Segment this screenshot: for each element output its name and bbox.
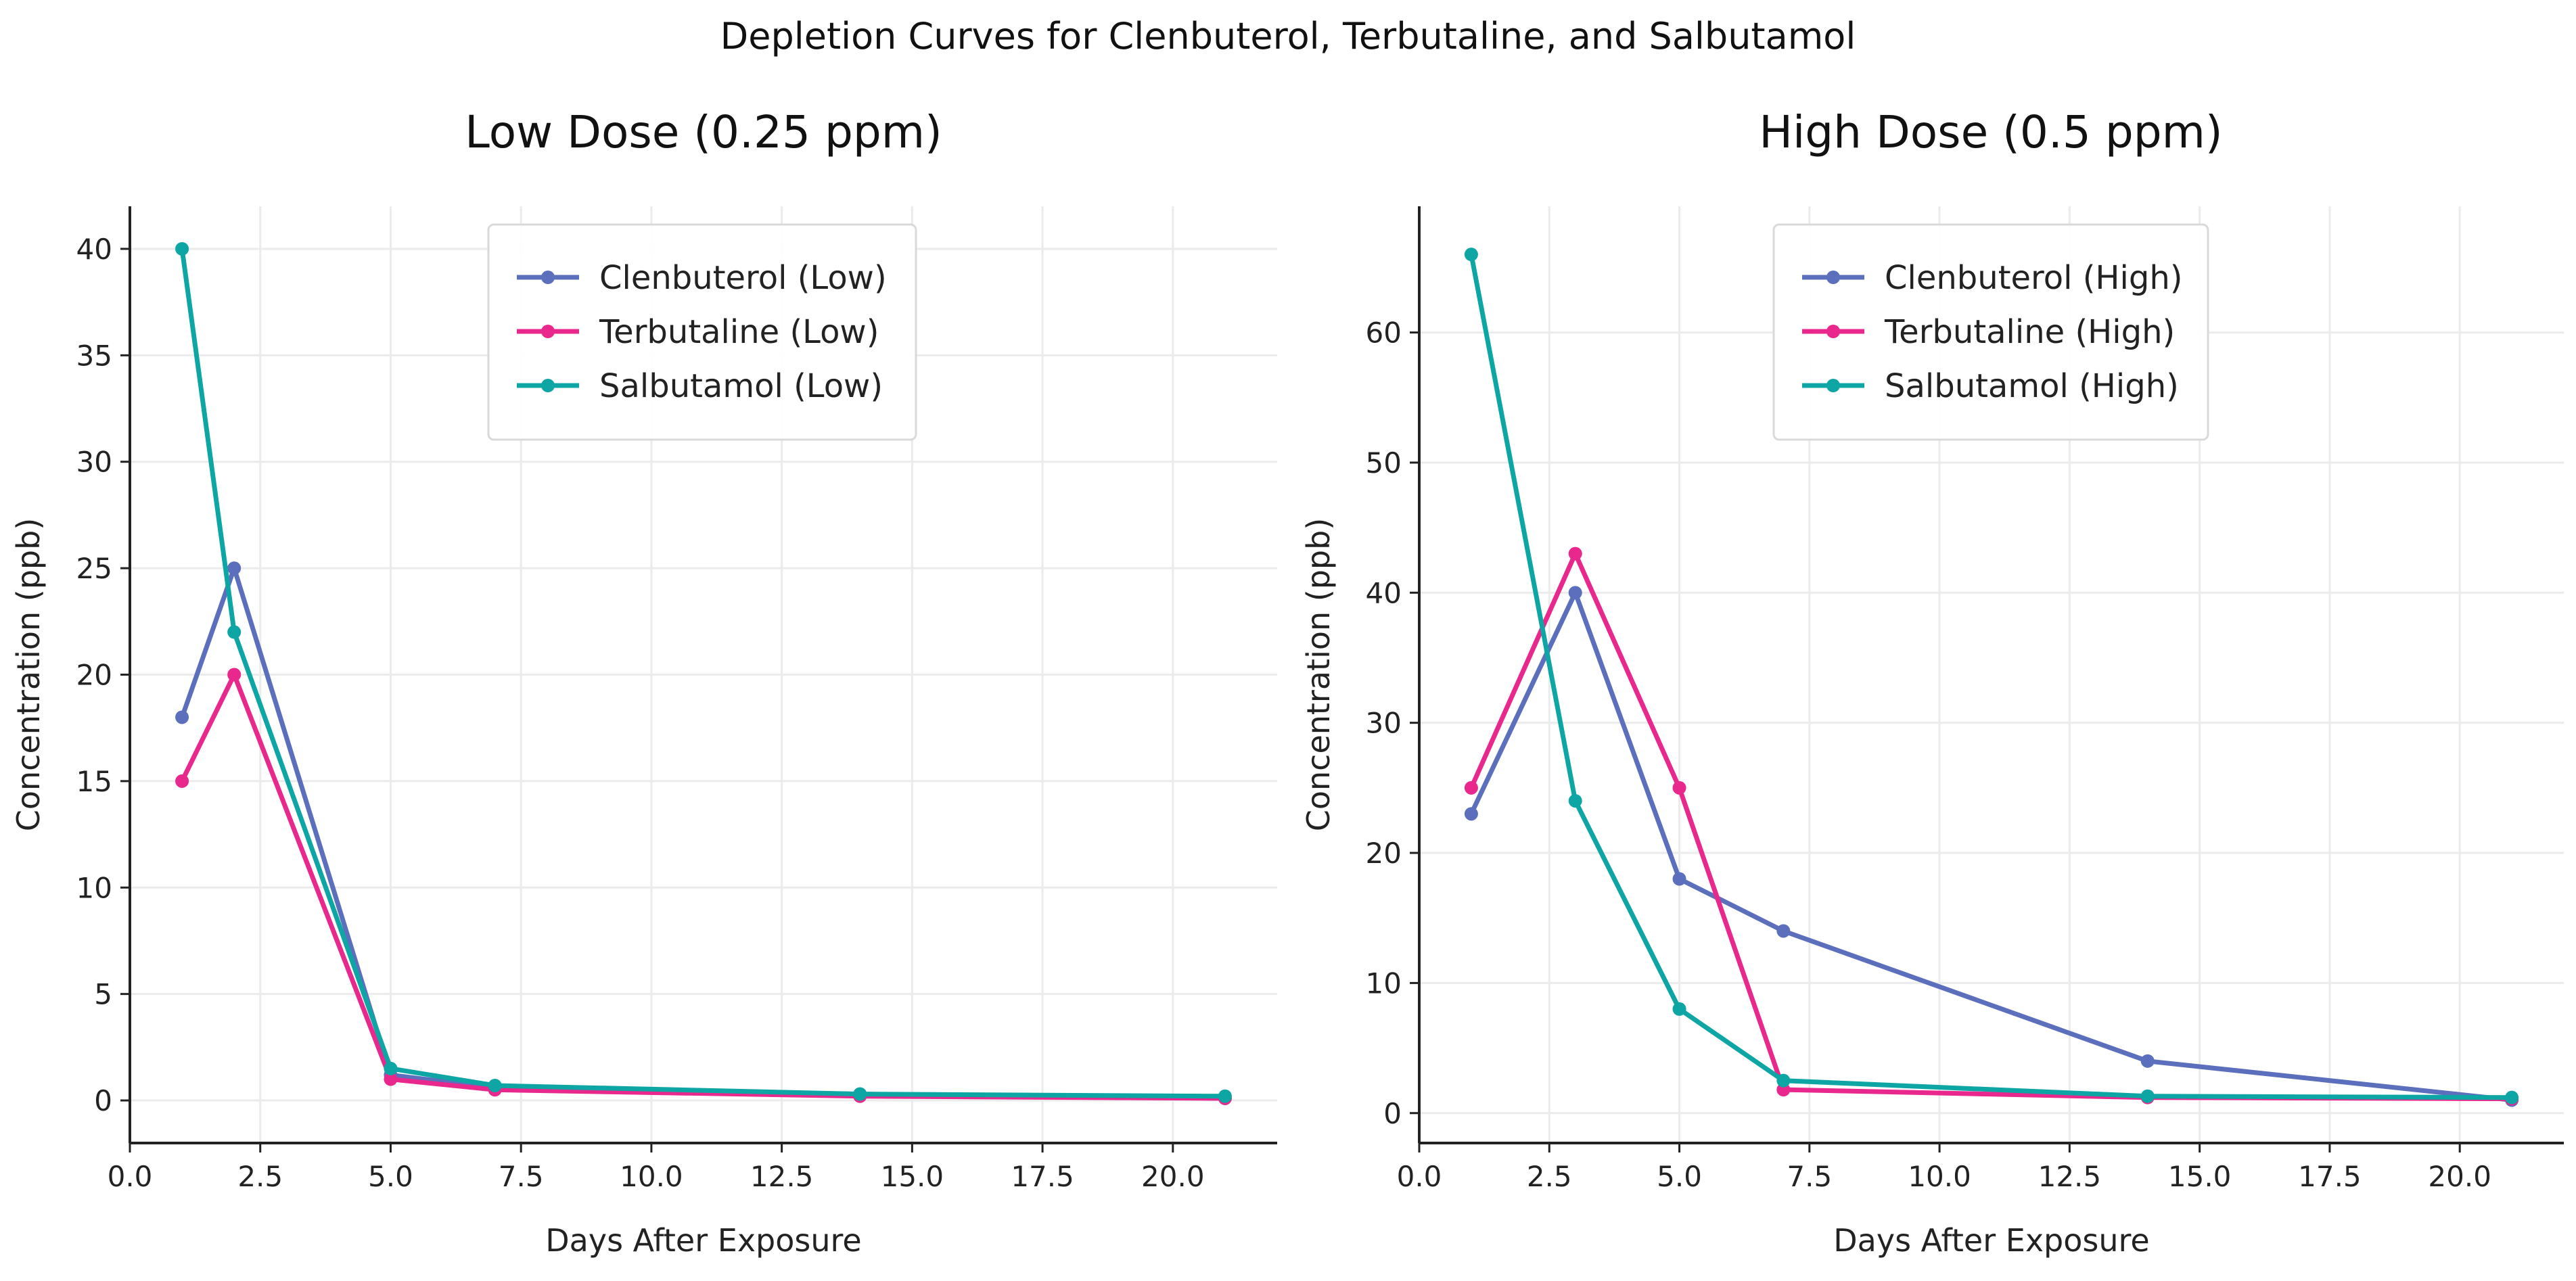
figure-title: Depletion Curves for Clenbuterol, Terbut… bbox=[720, 15, 1856, 57]
y-tick-label: 0 bbox=[1383, 1097, 1402, 1130]
x-tick-label: 20.0 bbox=[2428, 1160, 2491, 1193]
x-tick-label: 15.0 bbox=[881, 1160, 944, 1193]
y-tick-label: 20 bbox=[1366, 837, 1402, 870]
y-tick-label: 25 bbox=[76, 552, 112, 585]
y-tick-label: 20 bbox=[76, 659, 112, 692]
legend: Clenbuterol (High) Terbutaline (High) Salb… bbox=[1772, 223, 2209, 441]
data-point bbox=[488, 1079, 502, 1093]
legend-swatch-marker bbox=[541, 325, 555, 338]
legend-frame bbox=[487, 223, 917, 441]
data-point bbox=[175, 710, 189, 724]
y-tick-label: 60 bbox=[1366, 317, 1402, 350]
y-tick-label: 10 bbox=[1366, 966, 1402, 1000]
x-tick-label: 0.0 bbox=[1397, 1160, 1442, 1193]
y-tick-label: 35 bbox=[76, 339, 112, 372]
data-point bbox=[227, 668, 242, 682]
data-point bbox=[1464, 807, 1478, 821]
x-tick-label: 12.5 bbox=[2038, 1160, 2102, 1193]
data-point bbox=[1672, 872, 1686, 886]
data-point bbox=[384, 1072, 398, 1086]
data-point bbox=[227, 625, 242, 639]
legend-swatch-marker bbox=[1826, 325, 1840, 338]
x-tick-label: 12.5 bbox=[750, 1160, 814, 1193]
panel-title: High Dose (0.5 ppm) bbox=[1759, 106, 2222, 158]
data-point bbox=[1568, 586, 1582, 600]
data-point bbox=[1568, 794, 1582, 808]
legend-swatch-marker bbox=[541, 271, 555, 284]
x-tick-label: 17.5 bbox=[2298, 1160, 2362, 1193]
y-tick-label: 0 bbox=[94, 1084, 112, 1117]
legend-label: Terbutaline (Low) bbox=[599, 313, 879, 351]
x-tick-label: 20.0 bbox=[1141, 1160, 1205, 1193]
legend-swatch-marker bbox=[541, 379, 555, 392]
x-tick-label: 10.0 bbox=[1908, 1160, 1971, 1193]
series-line bbox=[179, 565, 1228, 1101]
data-point bbox=[1568, 546, 1582, 561]
low-dose-panel: 0.0 2.5 5.0 7.5 10.0 12.5 15.0 17.5 20.0 0 5 10 15 20… bbox=[10, 106, 1277, 1259]
y-axis-label: Concentration (ppb) bbox=[10, 518, 47, 832]
x-tick-label: 7.5 bbox=[1787, 1160, 1832, 1193]
legend-swatch-marker bbox=[1826, 271, 1840, 284]
legend-label: Terbutaline (High) bbox=[1884, 313, 2175, 351]
y-tick-label: 5 bbox=[94, 978, 112, 1011]
legend-frame bbox=[1772, 223, 2209, 441]
data-point bbox=[1672, 1002, 1686, 1016]
legend-label: Clenbuterol (High) bbox=[1885, 259, 2182, 297]
legend-swatch-marker bbox=[1826, 379, 1840, 392]
series-salbutamol-low bbox=[175, 241, 1232, 1103]
y-tick-label: 30 bbox=[76, 446, 112, 479]
data-point bbox=[1776, 1073, 1791, 1088]
x-tick-label: 10.0 bbox=[620, 1160, 683, 1193]
legend-label: Salbutamol (Low) bbox=[599, 367, 883, 405]
data-point bbox=[1776, 924, 1791, 938]
data-point bbox=[1464, 248, 1478, 262]
series-line bbox=[1469, 252, 2514, 1100]
series-line bbox=[179, 246, 1228, 1099]
data-point bbox=[2140, 1054, 2155, 1068]
x-axis-label: Days After Exposure bbox=[1833, 1222, 2149, 1259]
y-tick-label: 10 bbox=[76, 871, 112, 904]
y-tick-label: 30 bbox=[1366, 707, 1402, 740]
series-salbutamol-high bbox=[1464, 248, 2519, 1104]
x-axis-label: Days After Exposure bbox=[545, 1222, 861, 1259]
series-line bbox=[179, 672, 1228, 1101]
y-tick-label: 15 bbox=[76, 765, 112, 798]
series-line bbox=[1469, 551, 2514, 1102]
x-tick-label: 2.5 bbox=[1527, 1160, 1572, 1193]
x-tick-label: 5.0 bbox=[1657, 1160, 1702, 1193]
x-tick-label: 0.0 bbox=[108, 1160, 153, 1193]
panel-title: Low Dose (0.25 ppm) bbox=[465, 106, 942, 158]
data-point bbox=[384, 1061, 398, 1075]
y-tick-label: 40 bbox=[1366, 576, 1402, 609]
x-tick-label: 5.0 bbox=[368, 1160, 413, 1193]
data-point bbox=[227, 561, 242, 576]
data-point bbox=[2140, 1089, 2155, 1103]
legend: Clenbuterol (Low) Terbutaline (Low) Salbut… bbox=[487, 223, 917, 441]
series-clenbuterol-low bbox=[175, 561, 1232, 1105]
series-terbutaline-high bbox=[1464, 546, 2519, 1106]
data-point bbox=[1464, 781, 1478, 795]
x-tick-label: 15.0 bbox=[2168, 1160, 2232, 1193]
series-line bbox=[1469, 590, 2514, 1102]
data-point bbox=[175, 241, 189, 256]
x-tick-label: 7.5 bbox=[499, 1160, 544, 1193]
data-point bbox=[1672, 781, 1686, 795]
data-point bbox=[853, 1087, 867, 1101]
data-point bbox=[175, 774, 189, 788]
high-dose-panel: 0.0 2.5 5.0 7.5 10.0 12.5 15.0 17.5 20.0 0 10 20 30 4… bbox=[1300, 106, 2564, 1259]
series-clenbuterol-high bbox=[1464, 586, 2519, 1107]
data-point bbox=[1218, 1089, 1232, 1103]
y-tick-label: 50 bbox=[1366, 446, 1402, 480]
x-tick-label: 2.5 bbox=[237, 1160, 283, 1193]
y-tick-label: 40 bbox=[76, 233, 112, 266]
legend-label: Clenbuterol (Low) bbox=[599, 259, 887, 297]
data-point bbox=[2505, 1090, 2519, 1104]
legend-label: Salbutamol (High) bbox=[1885, 367, 2179, 405]
x-tick-label: 17.5 bbox=[1011, 1160, 1074, 1193]
y-axis-label: Concentration (ppb) bbox=[1300, 518, 1337, 832]
